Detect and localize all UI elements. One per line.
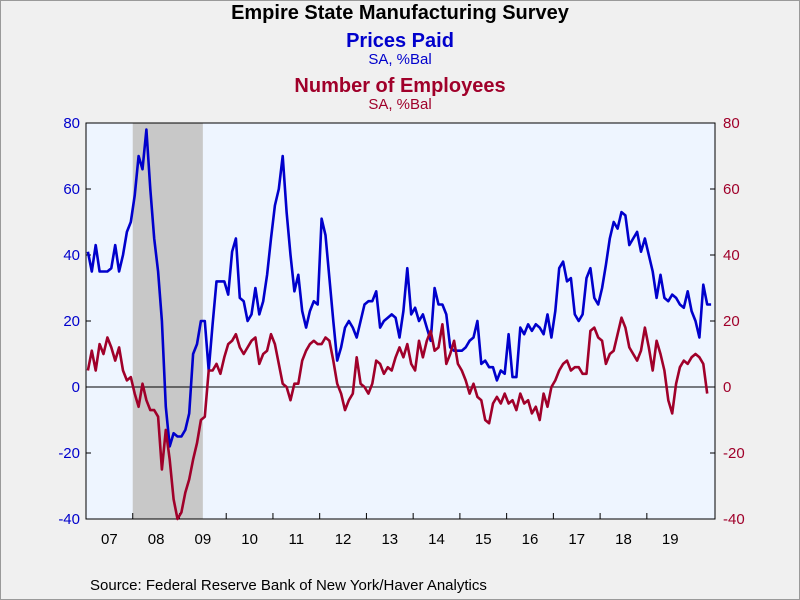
x-tick-label: 15 xyxy=(475,531,492,548)
x-tick-label: 08 xyxy=(148,531,165,548)
left-y-tick-label: 0 xyxy=(72,379,80,396)
x-tick-label: 17 xyxy=(568,531,585,548)
x-tick-label: 16 xyxy=(522,531,539,548)
left-y-tick-label: 60 xyxy=(63,181,80,198)
x-tick-label: 07 xyxy=(101,531,118,548)
left-y-tick-label: -40 xyxy=(58,511,80,528)
left-y-tick-label: -20 xyxy=(58,445,80,462)
x-tick-label: 09 xyxy=(194,531,211,548)
x-tick-label: 14 xyxy=(428,531,445,548)
right-y-tick-label: 20 xyxy=(723,313,740,330)
series-line-number-of-employees xyxy=(86,316,709,521)
x-tick-label: 11 xyxy=(289,531,305,548)
x-tick-label: 12 xyxy=(335,531,352,548)
left-y-tick-label: 20 xyxy=(63,313,80,330)
series-line-prices-paid xyxy=(86,128,712,448)
right-y-tick-label: -20 xyxy=(723,445,745,462)
right-y-tick-label: -40 xyxy=(723,511,745,528)
x-tick-label: 10 xyxy=(241,531,258,548)
series-title-prices-paid: Prices Paid xyxy=(346,30,454,52)
series-title-employees: Number of Employees xyxy=(294,75,506,97)
right-y-tick-label: 80 xyxy=(723,115,740,132)
left-y-tick-label: 80 xyxy=(63,115,80,132)
left-y-tick-label: 40 xyxy=(63,247,80,264)
series-unit-prices-paid: SA, %Bal xyxy=(368,51,432,68)
right-y-tick-label: 60 xyxy=(723,181,740,198)
right-y-tick-label: 0 xyxy=(723,379,731,396)
x-tick-label: 19 xyxy=(662,531,679,548)
series-unit-employees: SA, %Bal xyxy=(368,96,432,113)
x-tick-label: 13 xyxy=(381,531,398,548)
chart-title: Empire State Manufacturing Survey xyxy=(231,2,569,24)
x-tick-label: 18 xyxy=(615,531,632,548)
source-note: Source: Federal Reserve Bank of New York… xyxy=(90,577,487,594)
right-y-tick-label: 40 xyxy=(723,247,740,264)
